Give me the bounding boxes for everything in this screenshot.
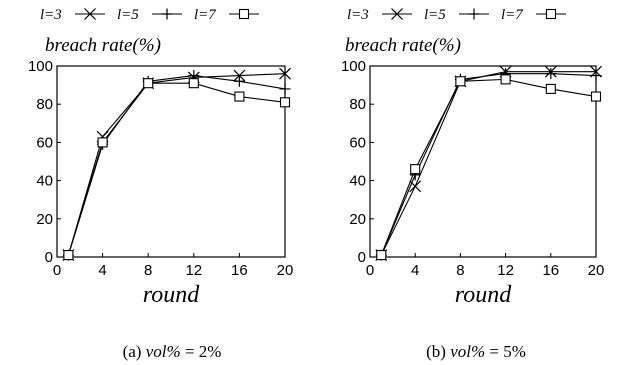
plot-frame [56,65,286,258]
data-point [279,83,291,95]
data-point [279,67,291,80]
x-tick-label: 4 [98,262,106,279]
legend-label: l=7 [194,7,217,23]
y-tick-label: 20 [349,211,366,228]
legend-label: l=3 [347,7,369,23]
legend-marker [161,8,173,20]
legend-label: l=5 [117,7,139,23]
data-point [188,78,199,89]
caption-variable: vol% [450,342,485,361]
y-tick-label: 20 [36,211,53,228]
series-l3 [375,65,602,262]
data-point [143,78,154,89]
series-line [380,78,597,256]
data-point [410,164,421,175]
legend-label: l=3 [40,7,62,23]
x-tick-label: 4 [411,262,419,279]
data-point [545,83,556,94]
series-l7 [376,74,602,261]
series-line [67,74,286,256]
x-tick-label: 16 [542,262,559,279]
data-point [409,180,422,193]
data-point [590,91,602,102]
data-point [97,137,108,148]
series-l3 [62,67,291,262]
data-point [233,75,245,87]
y-tick-label: 60 [36,134,53,151]
x-tick-label: 20 [277,262,294,279]
caption-prefix: (b) [426,342,450,361]
legend-title: breach rate(%) [345,35,461,56]
x-tick-label: 8 [456,262,464,279]
series-line [380,73,597,256]
data-point [455,76,466,87]
caption-variable: vol% [146,342,181,361]
y-tick-label: 100 [341,58,366,75]
y-tick-label: 80 [349,96,366,113]
chart-b: l=3 l=5 l=7 breach rate(%) 0 4 8 12 16 20 0 20 40 60 8… [341,7,604,361]
series-l5 [375,68,602,261]
plot-frame [369,65,597,258]
legend: l=3 l=5 l=7 [40,7,259,23]
data-point [279,97,291,108]
data-point [233,69,246,82]
x-tick-label: 16 [231,262,248,279]
legend-label: l=5 [424,7,446,23]
y-tick-label: 100 [28,58,53,75]
x-tick-label: 8 [144,262,152,279]
x-tick-label: 0 [53,262,61,279]
legend-marker [84,8,96,20]
y-tick-label: 60 [349,134,366,151]
chart-a: l=3 l=5 l=7 breach rate(%) 0 4 8 12 16 20 0 20 40 60 8… [28,7,293,361]
legend-marker [545,8,557,20]
data-point [545,68,557,80]
caption-suffix: = 5% [485,342,526,361]
y-tick-label: 0 [358,249,366,266]
data-point [500,74,511,85]
y-tick-label: 40 [36,173,53,190]
x-axis-label: round [143,282,200,308]
y-tick-label: 40 [349,173,366,190]
legend-label: l=7 [501,7,524,23]
data-point [63,250,74,261]
x-tick-label: 0 [366,262,374,279]
y-tick-label: 0 [45,249,53,266]
x-axis-label: round [455,282,512,308]
legend-title: breach rate(%) [45,35,161,56]
legend-marker [238,8,250,20]
caption-suffix: = 2% [181,342,222,361]
caption-prefix: (a) [123,342,146,361]
data-point [590,70,602,82]
caption: (a) vol% = 2% [123,342,222,361]
y-tick-label: 80 [36,96,53,113]
series-line [67,73,286,256]
series-line [380,71,596,256]
legend: l=3 l=5 l=7 [347,7,566,23]
x-tick-label: 20 [588,262,605,279]
x-tick-label: 12 [497,262,514,279]
caption: (b) vol% = 5% [426,342,526,361]
legend-marker [391,8,403,20]
data-point [234,91,245,102]
series-l7 [63,78,291,261]
legend-marker [468,8,480,20]
x-tick-label: 12 [185,262,202,279]
series-line [67,82,286,256]
data-point [376,250,387,261]
